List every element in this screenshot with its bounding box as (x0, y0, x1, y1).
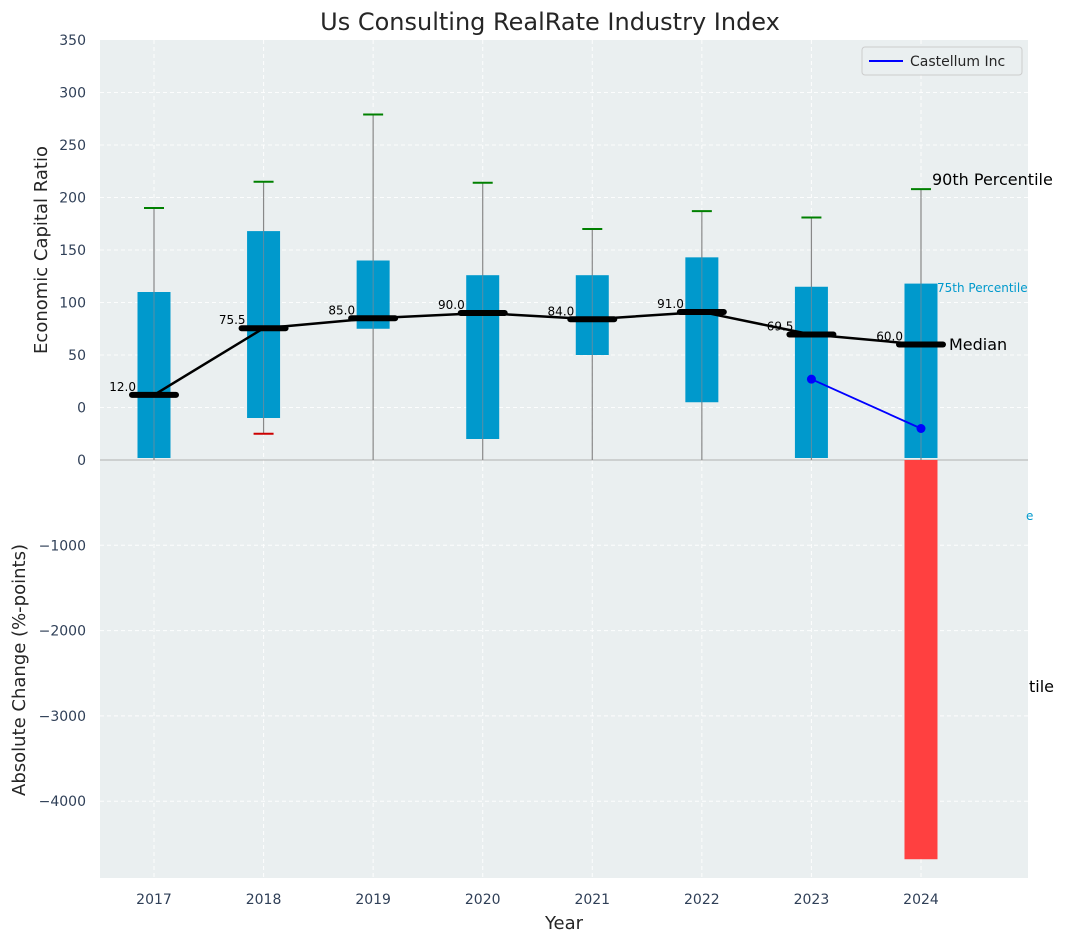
chart-title: Us Consulting RealRate Industry Index (320, 8, 780, 36)
x-axis-label: Year (544, 913, 584, 934)
x-tick-label: 2022 (684, 892, 720, 908)
bottom-y-tick-labels: −1000 −2000 −3000 −4000 (39, 538, 86, 810)
y-tick-label: 50 (68, 348, 86, 364)
bottom-gridlines (100, 460, 1032, 878)
y-tick-label: 0 (77, 453, 86, 469)
change-bar-group (904, 460, 938, 860)
legend-label: Castellum Inc (910, 54, 1005, 70)
y-tick-label: 250 (59, 138, 86, 154)
x-tick-label: 2020 (465, 892, 501, 908)
top-y-tick-labels: 350 300 250 200 150 100 50 0 0 (59, 33, 86, 469)
x-tick-label: 2018 (246, 892, 282, 908)
legend-box (861, 46, 1023, 76)
y-tick-label: −3000 (39, 709, 86, 725)
y-tick-label: 200 (59, 191, 86, 207)
median-line-group: 12.0 75.5 85.0 90.0 84.0 91.0 69.5 60.0 (109, 297, 946, 398)
median-value-label: 75.5 (219, 313, 246, 327)
y-tick-label: −4000 (39, 794, 86, 810)
x-tick-label: 2024 (903, 892, 939, 908)
y-tick-label: 0 (77, 401, 86, 417)
median-value-label: 84.0 (548, 304, 575, 318)
median-value-label: 60.0 (876, 330, 903, 344)
change-bar (904, 460, 938, 860)
bottom-y-axis-label: Absolute Change (%-points) (9, 544, 30, 796)
x-tick-label: 2021 (574, 892, 610, 908)
p90-annotation: 90th Percentile (932, 170, 1053, 189)
company-series-group (806, 374, 926, 433)
y-tick-label: −2000 (39, 624, 86, 640)
x-tick-label: 2023 (794, 892, 830, 908)
top-y-axis-label: Economic Capital Ratio (31, 146, 52, 354)
median-value-label: 69.5 (767, 320, 794, 334)
median-value-label: 90.0 (438, 298, 465, 312)
y-tick-label: 100 (59, 296, 86, 312)
company-point (806, 374, 816, 384)
median-annotation: Median (949, 335, 1007, 354)
bottom-plot-area (100, 460, 1028, 878)
y-tick-label: 300 (59, 86, 86, 102)
y-tick-label: −1000 (39, 538, 86, 554)
company-line (811, 378, 922, 430)
y-tick-label: 350 (59, 33, 86, 49)
clipped-p10-annotation: tile (1029, 677, 1054, 696)
x-tick-label: 2017 (136, 892, 172, 908)
clipped-p75-annotation: e (1026, 509, 1033, 523)
median-value-label: 85.0 (328, 303, 355, 317)
x-tick-labels: 2017 2018 2019 2020 2021 2022 2023 2024 (136, 892, 939, 908)
x-tick-label: 2019 (355, 892, 391, 908)
company-point (916, 424, 926, 433)
p75-annotation: 75th Percentile (937, 281, 1028, 295)
y-tick-label: 150 (59, 243, 86, 259)
legend: Castellum Inc (861, 46, 1023, 76)
median-value-label: 12.0 (109, 380, 136, 394)
median-value-label: 91.0 (657, 297, 684, 311)
